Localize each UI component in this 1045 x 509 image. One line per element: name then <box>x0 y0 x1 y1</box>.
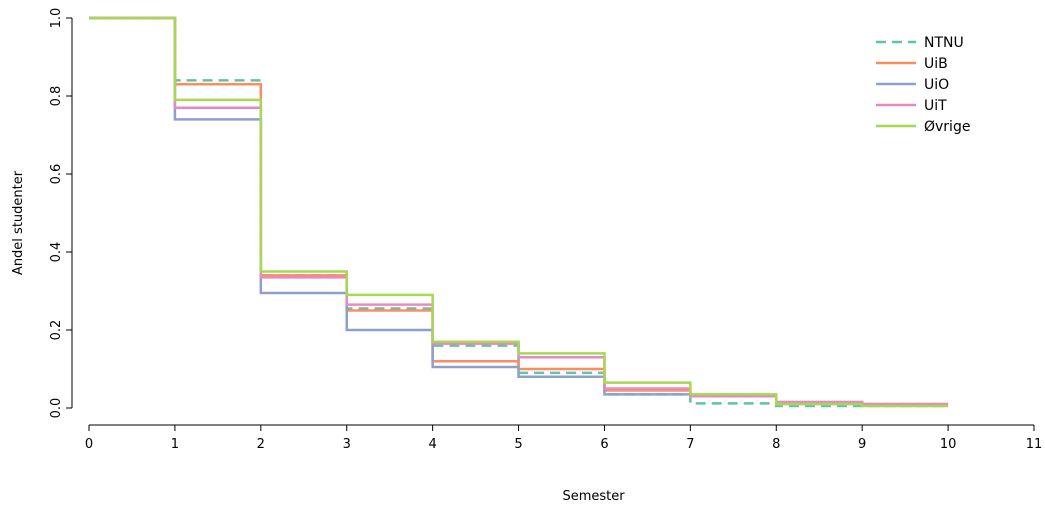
series-layer <box>89 16 949 408</box>
legend-label: UiB <box>924 56 948 72</box>
y-tick-label: 0.2 <box>49 320 64 341</box>
x-axis-title: Semester <box>562 489 625 504</box>
x-tick-label: 7 <box>686 437 694 452</box>
y-axis-title: Andel studenter <box>11 170 26 275</box>
legend-label: NTNU <box>924 35 964 51</box>
x-tick-label: 11 <box>1026 437 1043 452</box>
y-tick-label: 0.8 <box>49 86 64 107</box>
x-tick-label: 0 <box>85 437 93 452</box>
y-tick-label: 0.0 <box>49 398 64 419</box>
x-tick-label: 4 <box>428 437 436 452</box>
y-tick-label: 0.4 <box>49 242 64 263</box>
y-tick-label: 1.0 <box>49 8 64 29</box>
x-tick-label: 5 <box>514 437 522 452</box>
x-tick-label: 3 <box>343 437 351 452</box>
legend-label: UiO <box>924 77 949 93</box>
series-line <box>89 16 949 408</box>
axes-layer <box>71 18 1034 426</box>
x-tick-label: 2 <box>257 437 265 452</box>
y-tick-label: 0.6 <box>49 164 64 185</box>
legend-label: UiT <box>924 98 947 114</box>
x-tick-label: 6 <box>600 437 608 452</box>
x-ticks: 0 1 2 3 4 5 6 7 8 9 10 11 <box>85 425 1042 452</box>
x-tick-label: 8 <box>772 437 780 452</box>
x-tick-label: 10 <box>940 437 957 452</box>
legend-label: Øvrige <box>924 119 970 135</box>
x-tick-label: 9 <box>858 437 866 452</box>
y-ticks: 0.0 0.2 0.4 0.6 0.8 1.0 <box>49 8 72 419</box>
legend: NTNU UiB UiO UiT Øvrige <box>876 35 970 135</box>
x-tick-label: 1 <box>171 437 179 452</box>
